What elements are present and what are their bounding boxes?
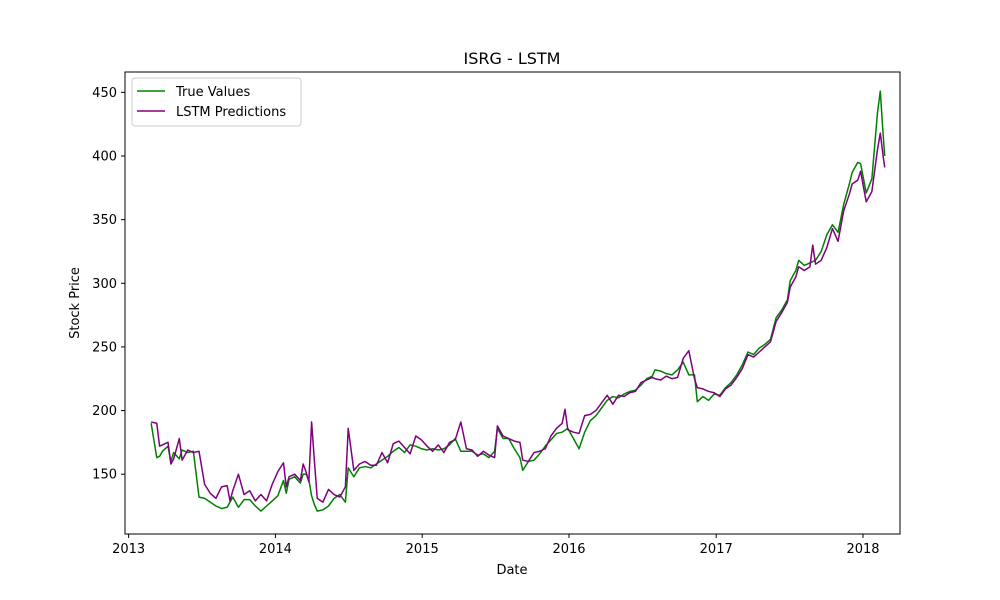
y-tick-label: 300: [92, 277, 117, 292]
chart-title: ISRG - LSTM: [464, 49, 561, 68]
x-tick-label: 2018: [846, 542, 879, 557]
x-tick-label: 2015: [406, 542, 439, 557]
legend-label-lstm-predictions: LSTM Predictions: [176, 105, 286, 120]
y-tick-label: 150: [92, 468, 117, 483]
y-tick-label: 450: [92, 86, 117, 101]
series-line-lstm-predictions: [150, 132, 886, 503]
legend-box: [131, 77, 302, 127]
y-tick-label: 250: [92, 340, 117, 355]
plot-area: [150, 90, 886, 512]
x-tick-label: 2017: [700, 542, 733, 557]
x-tick-label: 2014: [259, 542, 292, 557]
y-axis: 150 200 250 300 350 400 450: [92, 86, 125, 483]
y-tick-label: 400: [92, 150, 117, 165]
y-tick-label: 350: [92, 213, 117, 228]
x-axis: 2013 2014 2015 2016 2017 2018: [112, 534, 880, 557]
plot-frame: [124, 71, 901, 535]
x-axis-title: Date: [496, 563, 527, 578]
legend-label-true-values: True Values: [175, 85, 250, 100]
y-axis-title: Stock Price: [68, 267, 83, 339]
x-tick-label: 2013: [112, 542, 145, 557]
series-line-true-values: [150, 90, 886, 512]
legend: True Values LSTM Predictions: [131, 77, 302, 127]
y-tick-label: 200: [92, 404, 117, 419]
x-tick-label: 2016: [552, 542, 585, 557]
